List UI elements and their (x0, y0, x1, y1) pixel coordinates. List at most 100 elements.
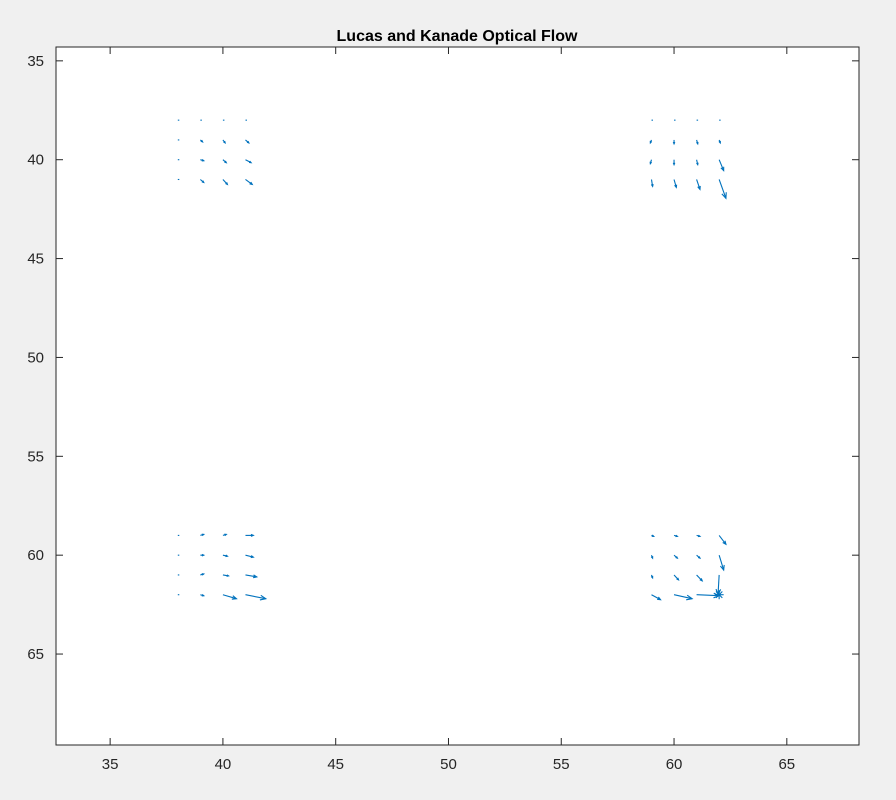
flow-arrow (222, 554, 229, 558)
y-tick-label: 55 (27, 448, 44, 465)
flow-arrow (696, 139, 699, 146)
flow-arrow (199, 179, 205, 184)
flow-arrow (245, 533, 255, 537)
flow-arrow-shaft (717, 574, 720, 595)
flow-arrow-head (675, 534, 679, 538)
flow-arrow-head (649, 140, 653, 145)
flow-arrow (245, 574, 259, 579)
x-tick-labels: 35 40 45 50 55 60 65 (102, 756, 795, 773)
flow-arrow-head (697, 185, 701, 191)
flow-arrow (718, 555, 725, 572)
flow-arrow-head (650, 575, 654, 580)
flow-arrow-head (699, 578, 704, 582)
flow-arrow-head (226, 574, 230, 577)
x-tick-label: 55 (553, 756, 570, 773)
flow-arrow-head (720, 166, 725, 172)
flow-arrow-shaft (718, 535, 727, 545)
flow-arrow-head (249, 181, 254, 186)
flow-arrow (696, 554, 702, 560)
flow-arrow (650, 554, 654, 560)
y-tick-label: 65 (27, 646, 44, 663)
flow-arrow (696, 179, 701, 191)
flow-arrow-head (250, 555, 255, 559)
flow-arrow-head (223, 140, 227, 145)
x-tick-label: 35 (102, 756, 119, 773)
chart-title: Lucas and Kanade Optical Flow (337, 28, 578, 45)
flow-arrow (245, 594, 268, 601)
flow-arrow-head (676, 577, 680, 581)
flow-arrow (222, 533, 228, 537)
flow-arrow-shaft (718, 179, 727, 199)
flow-arrow-head (672, 162, 676, 167)
flow-arrow (222, 594, 238, 600)
flow-arrow (649, 159, 653, 166)
flow-arrow (718, 179, 727, 200)
flow-arrow-head (224, 533, 228, 537)
y-tick-label: 50 (27, 349, 44, 366)
flow-vectors (177, 119, 727, 601)
flow-arrow-head (248, 160, 253, 164)
flow-arrow (200, 533, 206, 537)
flow-arrow (200, 159, 206, 162)
flow-arrow-shaft (696, 179, 701, 190)
y-tick-label: 40 (27, 152, 44, 169)
flow-arrow-shaft (673, 594, 693, 600)
flow-arrow (650, 179, 654, 188)
flow-arrow (200, 553, 206, 557)
flow-arrow-head (231, 595, 238, 600)
flow-arrow-head (225, 182, 229, 186)
flow-arrow-head (246, 140, 250, 144)
flow-arrow (718, 139, 721, 145)
flow-arrow-shaft (222, 594, 237, 600)
flow-arrow (673, 554, 679, 560)
flow-arrow-shaft (245, 574, 257, 578)
flow-arrow-head (252, 574, 259, 579)
flow-arrow-shaft (245, 594, 266, 600)
flow-arrow-head (674, 184, 678, 189)
flow-arrow (651, 534, 656, 537)
flow-arrow-head (649, 161, 653, 166)
flow-arrow-head (696, 141, 699, 146)
flow-arrow (651, 594, 662, 601)
y-tick-label: 60 (27, 547, 44, 564)
flow-arrow-head (201, 553, 206, 557)
flow-arrow (696, 534, 702, 538)
flow-arrow (649, 139, 653, 145)
flow-arrow-head (675, 556, 679, 560)
flow-arrow (673, 534, 679, 538)
y-tick-label: 35 (27, 53, 44, 70)
flow-arrow-shaft (718, 159, 725, 171)
flow-arrow (222, 139, 227, 145)
flow-arrow-head (201, 180, 205, 184)
flow-arrow-head (722, 540, 727, 546)
marker-stroke (715, 591, 723, 599)
flow-arrow (672, 139, 676, 146)
flow-arrow-shaft (696, 594, 720, 597)
flow-arrow-head (650, 184, 654, 188)
flow-arrow-head (697, 534, 702, 538)
flow-arrow (200, 573, 206, 576)
flow-arrow-head (224, 160, 228, 164)
x-tick-label: 60 (666, 756, 683, 773)
flow-arrow (718, 159, 725, 172)
x-tick-label: 45 (327, 756, 344, 773)
y-tick-labels: 35 40 45 50 55 60 65 (27, 53, 44, 663)
flow-arrow-head (718, 140, 721, 145)
flow-arrow-head (721, 192, 727, 200)
flow-arrow-head (201, 594, 206, 597)
flow-arrow-head (697, 556, 702, 560)
flow-arrow (245, 554, 255, 559)
flow-arrow-head (250, 533, 255, 537)
flow-arrow (245, 179, 254, 186)
flow-arrow-head (651, 534, 656, 537)
flow-arrow (200, 594, 206, 597)
axis-ticks (56, 47, 859, 745)
flow-arrow-shaft (651, 594, 661, 601)
flow-arrow (245, 159, 253, 164)
flow-arrow-head (201, 573, 206, 576)
flow-arrow-head (719, 564, 725, 572)
flow-arrow (718, 535, 727, 546)
flow-arrow (245, 139, 250, 144)
flow-arrow (650, 574, 654, 580)
